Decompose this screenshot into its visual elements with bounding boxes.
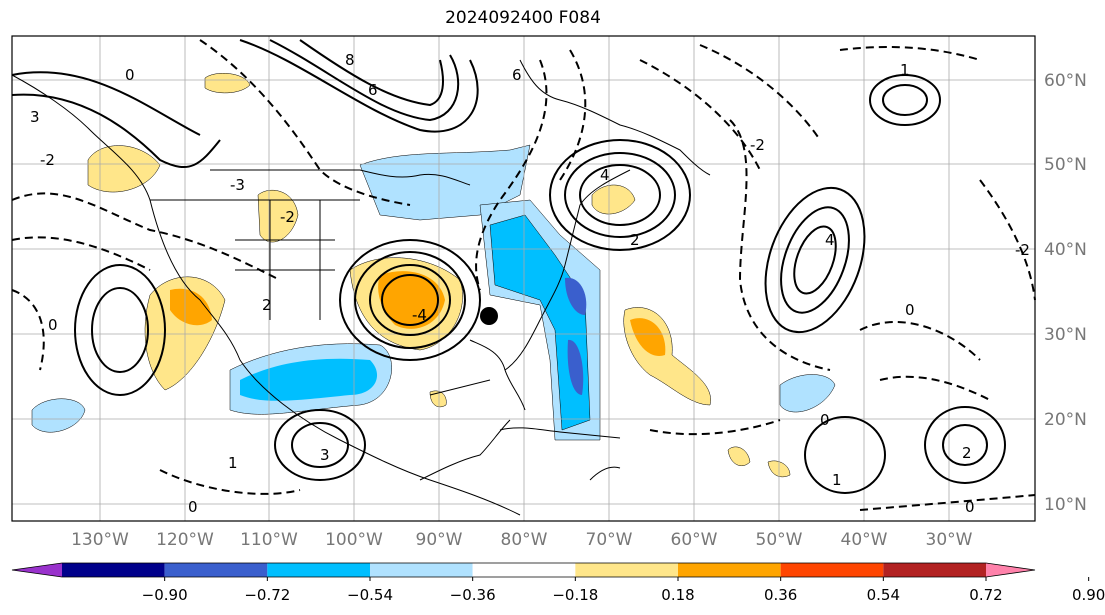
map-frame xyxy=(11,35,1036,522)
contour-label: -2 xyxy=(40,151,55,169)
contour-label: 4 xyxy=(600,166,610,184)
contour-label: 4 xyxy=(825,231,835,249)
colorbar-segment xyxy=(370,563,473,577)
contour-label: 6 xyxy=(512,66,522,84)
contour-label: 1 xyxy=(832,471,842,489)
latitude-labels: 60°N 50°N 40°N 30°N 20°N 10°N xyxy=(1044,71,1087,515)
storm-position-marker xyxy=(480,307,498,325)
contour-label: 2 xyxy=(962,444,972,462)
colorbar-tick-label: 0.36 xyxy=(764,586,797,604)
positive-anomaly-small-1 xyxy=(727,446,751,466)
negative-anomaly-pacific xyxy=(31,398,86,433)
colorbar-tick-label: −0.36 xyxy=(450,586,496,604)
contour-label: -2 xyxy=(280,208,295,226)
contour-label: 3 xyxy=(30,108,40,126)
contour-label: 3 xyxy=(320,446,330,464)
contour-label: 0 xyxy=(820,411,830,429)
contour-label: 0 xyxy=(48,316,58,334)
negative-anomaly-atlantic xyxy=(779,374,836,413)
lon-label: 30°W xyxy=(926,530,973,550)
strong-negative-anomaly-east-coast xyxy=(489,214,591,431)
positive-anomaly-pacific-nw xyxy=(87,145,161,193)
strong-positive-anomaly-atlantic xyxy=(630,318,666,356)
colorbar-segment xyxy=(164,563,268,577)
contour-label: 0 xyxy=(188,498,198,516)
lat-label: 10°N xyxy=(1044,495,1087,515)
core-negative-anomaly-1 xyxy=(565,277,587,315)
colorbar-tick-label: −0.90 xyxy=(142,586,188,604)
colorbar-tick-label: −0.54 xyxy=(347,586,393,604)
contour-label: 8 xyxy=(345,51,355,69)
positive-anomaly-rockies xyxy=(257,189,299,243)
lat-label: 20°N xyxy=(1044,410,1087,430)
lon-label: 60°W xyxy=(671,530,718,550)
colorbar: −0.90 −0.72 −0.54 −0.36 −0.18 0.18 0.36 0.54 0.7… xyxy=(11,562,1105,604)
strong-positive-anomaly-mexico xyxy=(170,288,212,326)
contour-label: 1 xyxy=(900,61,910,79)
coastlines xyxy=(11,59,711,516)
lon-label: 50°W xyxy=(756,530,803,550)
colorbar-segment xyxy=(780,563,884,577)
contour-label: 6 xyxy=(368,81,378,99)
positive-anomaly-small-3 xyxy=(429,390,447,408)
map-title: 2024092400 F084 xyxy=(445,8,601,28)
positive-anomaly-alaska xyxy=(204,73,251,94)
lon-label: 90°W xyxy=(416,530,463,550)
contour-label: 2 xyxy=(262,296,272,314)
lon-label: 40°W xyxy=(841,530,888,550)
contour-label: -2 xyxy=(750,136,765,154)
longitude-labels: 130°W 120°W 110°W 100°W 90°W 80°W 70°W 6… xyxy=(71,530,973,550)
contours xyxy=(11,39,1006,494)
colorbar-tick-label: 0.90 xyxy=(1072,586,1105,604)
colorbar-segment xyxy=(575,563,678,577)
colorbar-tick-label: 0.72 xyxy=(969,586,1002,604)
colorbar-tick-label: 0.54 xyxy=(867,586,900,604)
colorbar-extend-max xyxy=(986,563,1035,577)
strong-positive-anomaly-gulf-low xyxy=(378,271,445,329)
negative-anomaly-gulf-core xyxy=(240,358,378,401)
colorbar-segment xyxy=(472,563,576,577)
colorbar-extend-min xyxy=(12,563,62,577)
lat-label: 50°N xyxy=(1044,155,1087,175)
contour-label: -2 xyxy=(1015,241,1030,259)
colorbar-segment xyxy=(883,563,986,577)
lon-label: 100°W xyxy=(325,530,383,550)
colorbar-outline xyxy=(11,562,1036,578)
colorbar-tick-label: −0.72 xyxy=(244,586,290,604)
lat-label: 40°N xyxy=(1044,240,1087,260)
lon-label: 120°W xyxy=(156,530,214,550)
contour-label: 1 xyxy=(228,454,238,472)
dashed-contours xyxy=(11,39,1036,511)
lon-label: 80°W xyxy=(501,530,548,550)
contour-label: 0 xyxy=(125,66,135,84)
contour-label: 0 xyxy=(905,301,915,319)
lat-label: 60°N xyxy=(1044,71,1087,91)
map-panel: 3 -2 0 -3 -2 2 0 1 3 8 6 -4 6 4 2 -2 4 1… xyxy=(11,35,1036,522)
contour-label: -4 xyxy=(412,306,427,324)
lon-label: 130°W xyxy=(71,530,129,550)
lat-label: 30°N xyxy=(1044,325,1087,345)
colorbar-tick-label: 0.18 xyxy=(661,586,694,604)
positive-anomaly-newfoundland xyxy=(591,184,636,215)
contour-label: 0 xyxy=(965,498,975,516)
contour-label: -3 xyxy=(230,176,245,194)
lon-label: 70°W xyxy=(586,530,633,550)
colorbar-segment xyxy=(267,563,370,577)
colorbar-segment xyxy=(62,563,165,577)
contour-labels: 3 -2 0 -3 -2 2 0 1 3 8 6 -4 6 4 2 -2 4 1… xyxy=(30,51,1030,516)
lon-label: 110°W xyxy=(240,530,298,550)
colorbar-tick-label: −0.18 xyxy=(552,586,598,604)
colorbar-segment xyxy=(678,563,781,577)
core-negative-anomaly-2 xyxy=(567,339,584,395)
contour-label: 2 xyxy=(630,231,640,249)
